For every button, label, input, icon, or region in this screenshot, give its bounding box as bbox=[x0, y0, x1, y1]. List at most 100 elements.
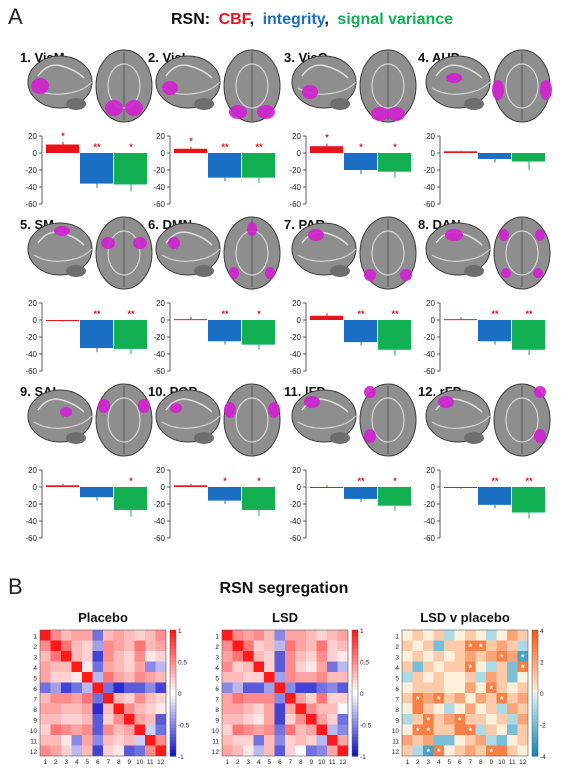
heatmap-cell bbox=[264, 661, 275, 672]
brain-axial-view bbox=[95, 383, 153, 457]
y-tick-label: 20 bbox=[156, 466, 165, 475]
colorbar-segment bbox=[352, 702, 358, 707]
row-label: 2 bbox=[33, 644, 37, 651]
heatmap-cell bbox=[113, 630, 124, 641]
brain-axial-fold bbox=[107, 230, 141, 276]
heatmap-cell bbox=[306, 724, 317, 735]
brain-sagittal-fold bbox=[33, 248, 93, 262]
heatmap-cell bbox=[423, 703, 434, 714]
heatmap-cell bbox=[222, 735, 233, 746]
heatmap-cell bbox=[295, 651, 306, 662]
brain-cerebellum bbox=[464, 432, 484, 444]
colorbar-tick-label: 0 bbox=[360, 691, 364, 698]
heatmap-cell bbox=[454, 672, 465, 683]
colorbar-segment bbox=[532, 677, 538, 681]
activation-blob bbox=[446, 73, 462, 83]
heatmap-cell bbox=[71, 672, 82, 683]
colorbar-segment bbox=[170, 693, 176, 697]
colorbar-segment bbox=[170, 677, 176, 681]
heatmap-cell bbox=[507, 714, 518, 725]
heatmap-cell bbox=[40, 640, 51, 651]
significance-star: * bbox=[500, 653, 504, 663]
y-tick-label: 20 bbox=[156, 132, 165, 141]
heatmap-cell bbox=[402, 724, 413, 735]
heatmap-cell bbox=[316, 745, 327, 756]
brain-axial-view bbox=[95, 216, 153, 290]
activation-blob bbox=[98, 399, 110, 413]
heatmap-cell bbox=[496, 682, 507, 693]
y-tick-label: 20 bbox=[292, 132, 301, 141]
heatmap-cell bbox=[444, 724, 455, 735]
colorbar-frame bbox=[531, 629, 539, 757]
colorbar-segment bbox=[352, 630, 358, 634]
heatmap-cell bbox=[124, 640, 135, 651]
colorbar-segment bbox=[170, 689, 176, 694]
significance-star: ** bbox=[357, 309, 365, 319]
heatmap-cell bbox=[243, 745, 254, 756]
heatmap-cell bbox=[433, 640, 444, 651]
heatmap-cell bbox=[155, 651, 166, 662]
heatmap-cell bbox=[61, 735, 72, 746]
brain-axial-fold bbox=[505, 63, 539, 109]
significance-star: * bbox=[500, 695, 504, 705]
significance-star: * bbox=[129, 142, 133, 152]
heatmap-cell bbox=[40, 693, 51, 704]
heatmap-cell bbox=[61, 724, 72, 735]
colorbar-segment bbox=[352, 746, 358, 751]
heatmap-cell bbox=[337, 651, 348, 662]
heatmap-cell bbox=[475, 672, 486, 683]
row-label: 7 bbox=[215, 697, 219, 704]
bar bbox=[512, 320, 545, 350]
heatmap-cell bbox=[402, 703, 413, 714]
y-tick-label: -20 bbox=[289, 333, 301, 342]
brain-sagittal-view bbox=[425, 222, 491, 277]
heatmap-cell bbox=[433, 735, 444, 746]
colorbar-segment bbox=[352, 658, 358, 663]
colorbar-segment bbox=[352, 633, 358, 637]
heatmap-cell bbox=[155, 682, 166, 693]
heatmap-cell bbox=[274, 630, 285, 641]
row-label: 7 bbox=[395, 697, 399, 704]
colorbar-segment bbox=[532, 715, 538, 719]
heatmap-cell bbox=[486, 693, 497, 704]
heatmap-cell bbox=[113, 672, 124, 683]
heatmap-cell bbox=[40, 703, 51, 714]
heatmap-cell bbox=[475, 693, 486, 704]
heatmap-cell bbox=[517, 745, 528, 756]
bar bbox=[174, 485, 207, 487]
heatmap-cell bbox=[337, 703, 348, 714]
significance-star: * bbox=[393, 476, 397, 486]
colorbar-segment bbox=[170, 686, 176, 691]
significance-star: * bbox=[437, 695, 441, 705]
y-tick-label: 20 bbox=[28, 466, 37, 475]
heatmap-cell bbox=[222, 672, 233, 683]
colorbar-segment bbox=[532, 752, 538, 757]
row-label: 11 bbox=[30, 739, 37, 746]
colorbar-tick-label: 2 bbox=[540, 660, 544, 667]
heatmap-cell bbox=[232, 682, 243, 693]
colorbar-segment bbox=[170, 752, 176, 757]
heatmap-cell bbox=[124, 661, 135, 672]
heatmap-cell bbox=[295, 682, 306, 693]
bar bbox=[208, 153, 241, 178]
activation-blob bbox=[540, 80, 552, 100]
brain-sagittal-view bbox=[27, 389, 93, 444]
colorbar-segment bbox=[352, 680, 358, 685]
colorbar-segment bbox=[532, 746, 538, 751]
brain-sagittal-fold bbox=[297, 248, 357, 262]
y-tick-label: 20 bbox=[426, 466, 435, 475]
brain-sagittal-fold bbox=[33, 415, 93, 429]
heatmap-cell bbox=[475, 661, 486, 672]
heatmap-cell bbox=[222, 682, 233, 693]
y-tick-label: 20 bbox=[28, 299, 37, 308]
y-tick-label: 0 bbox=[161, 149, 166, 158]
y-tick-label: 20 bbox=[28, 132, 37, 141]
heatmap-cell bbox=[285, 661, 296, 672]
colorbar-segment bbox=[352, 655, 358, 659]
significance-star: ** bbox=[93, 309, 101, 319]
heatmap-cell bbox=[71, 724, 82, 735]
heatmap-cell bbox=[295, 735, 306, 746]
colorbar-segment bbox=[170, 664, 176, 669]
heatmap-cell bbox=[454, 640, 465, 651]
